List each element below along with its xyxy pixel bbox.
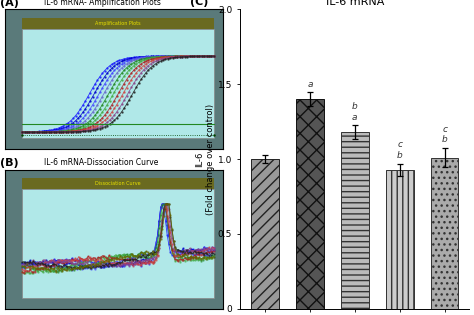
Text: Amplification Plots: Amplification Plots — [95, 21, 141, 26]
Text: (C): (C) — [190, 0, 209, 8]
FancyBboxPatch shape — [22, 29, 214, 138]
FancyBboxPatch shape — [22, 178, 214, 189]
Text: Dissociation Curve: Dissociation Curve — [95, 181, 141, 186]
Bar — [296, 99, 324, 309]
Bar — [251, 159, 279, 309]
Text: IL-6 mRNA- Amplification Plots: IL-6 mRNA- Amplification Plots — [44, 0, 161, 7]
Text: b: b — [352, 102, 358, 111]
FancyBboxPatch shape — [22, 18, 214, 29]
Bar — [386, 169, 414, 309]
Text: (A): (A) — [0, 0, 19, 8]
Title: IL-6 mRNA: IL-6 mRNA — [326, 0, 384, 7]
Text: b: b — [442, 135, 447, 144]
Bar — [341, 132, 369, 309]
Bar — [431, 158, 458, 309]
Text: b: b — [397, 151, 402, 160]
Text: c: c — [397, 140, 402, 149]
Y-axis label: IL-6
(Fold change over control): IL-6 (Fold change over control) — [196, 104, 215, 215]
Text: a: a — [352, 113, 357, 122]
Text: (B): (B) — [0, 158, 19, 169]
FancyBboxPatch shape — [22, 189, 214, 298]
Text: c: c — [442, 125, 447, 134]
Text: IL-6 mRNA-Dissociation Curve: IL-6 mRNA-Dissociation Curve — [44, 158, 158, 167]
Text: a: a — [307, 80, 313, 89]
